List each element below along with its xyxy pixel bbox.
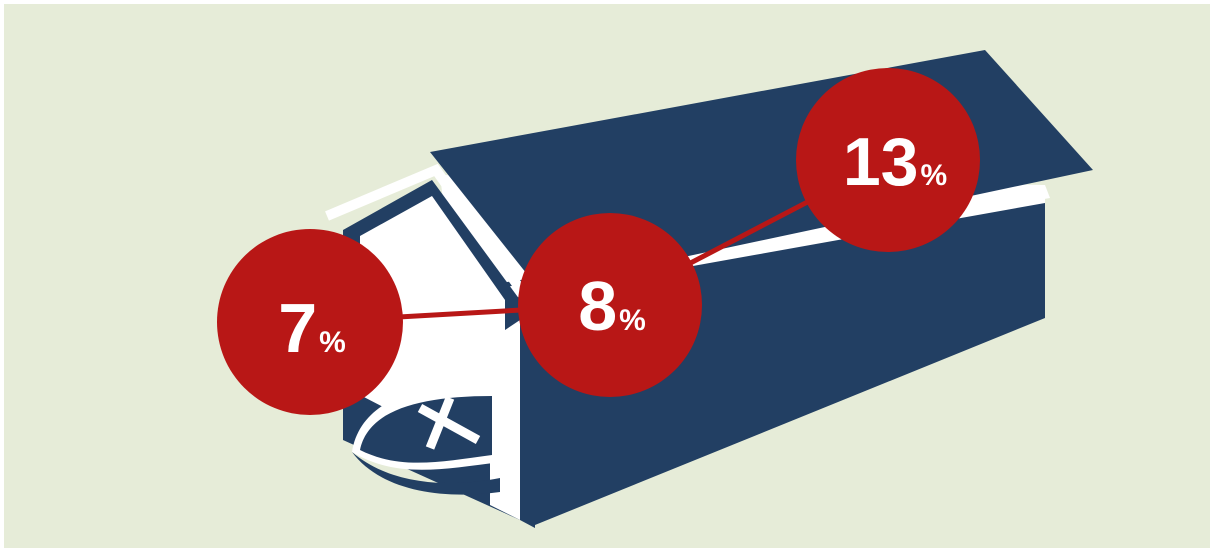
marker-13-value: 13 — [843, 124, 919, 200]
boat-hull — [360, 396, 492, 463]
marker-7-value: 7 — [278, 289, 317, 367]
boat-bottom — [352, 452, 500, 495]
svg-text:7%: 7% — [278, 289, 346, 367]
svg-text:13%: 13% — [843, 124, 947, 200]
marker-13-circle — [796, 68, 980, 252]
marker-7-unit: % — [319, 326, 346, 359]
marker-7: 7% — [217, 229, 403, 415]
marker-8-circle — [518, 213, 702, 397]
marker-8: 8% — [518, 213, 702, 397]
gable-frame — [325, 163, 533, 303]
marker-13-unit: % — [920, 159, 947, 192]
marker-7-circle — [217, 229, 403, 415]
boat-seat — [417, 396, 481, 450]
front-post — [490, 320, 520, 520]
front-post-shadow — [520, 305, 535, 528]
svg-text:8%: 8% — [578, 267, 646, 345]
marker-8-unit: % — [619, 304, 646, 337]
marker-13: 13% — [796, 68, 980, 252]
marker-8-value: 8 — [578, 267, 617, 345]
